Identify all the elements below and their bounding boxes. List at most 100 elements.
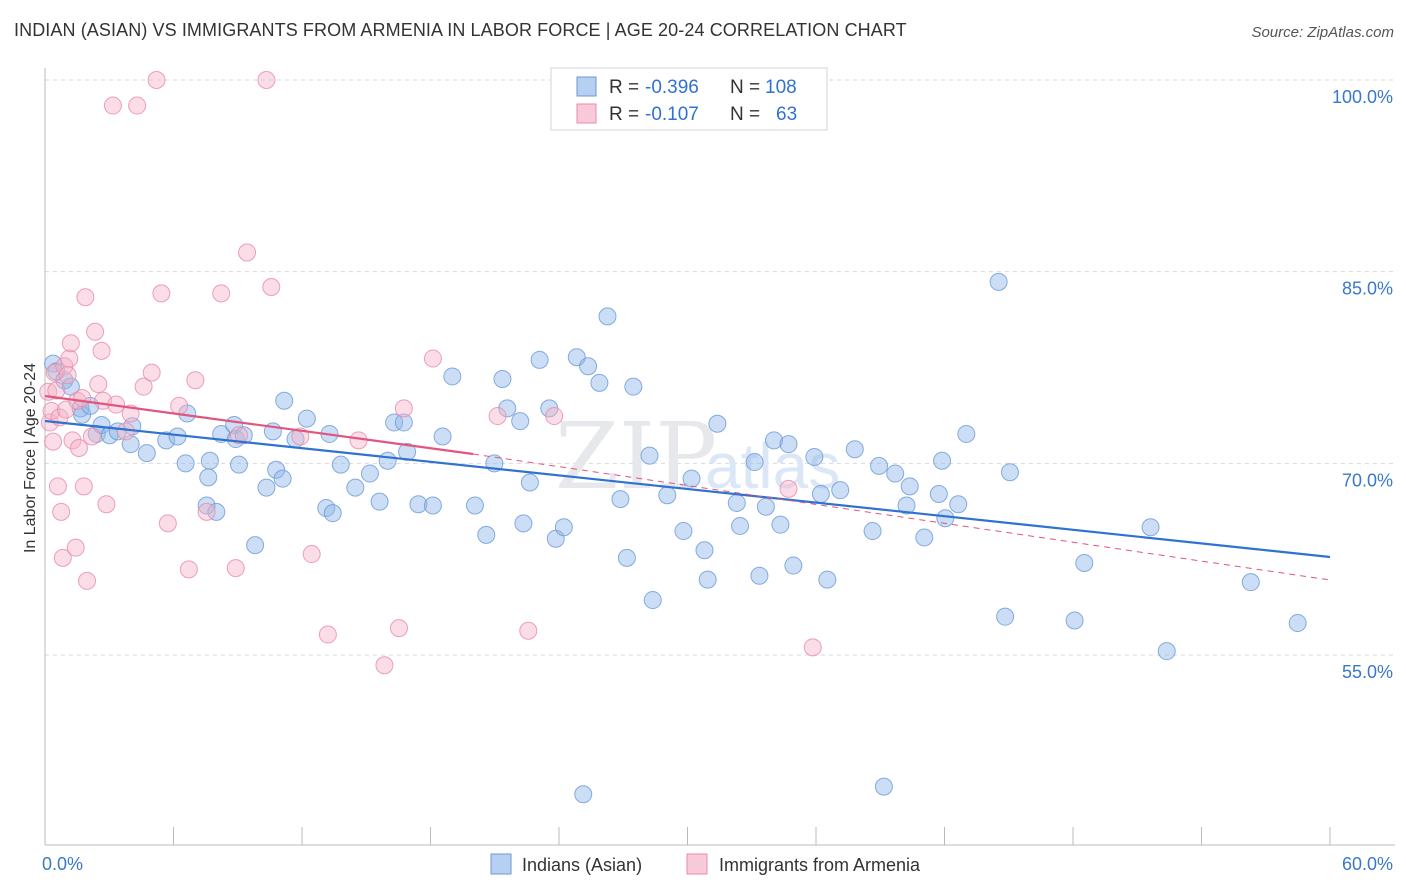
point-armenia bbox=[52, 502, 71, 521]
point-indians bbox=[863, 522, 882, 541]
point-indians bbox=[949, 495, 968, 514]
point-armenia bbox=[262, 278, 281, 296]
point-armenia bbox=[179, 560, 198, 579]
point-indians bbox=[246, 536, 265, 555]
legend-swatch-armenia bbox=[686, 853, 708, 875]
point-armenia bbox=[423, 349, 442, 368]
y-tick-label: 55.0% bbox=[1342, 662, 1393, 682]
point-armenia bbox=[147, 71, 166, 89]
stats-legend-swatch-armenia bbox=[576, 103, 597, 124]
point-armenia bbox=[44, 432, 63, 451]
x-tick-label: 0.0% bbox=[42, 854, 83, 874]
stats-legend-n-label: N = bbox=[730, 104, 760, 125]
point-armenia bbox=[82, 427, 101, 446]
stats-legend: R = -0.396 N = 108 R = -0.107 N = 63 bbox=[550, 67, 828, 131]
point-indians bbox=[771, 515, 790, 534]
point-armenia bbox=[226, 559, 245, 578]
point-indians bbox=[511, 412, 530, 431]
point-indians bbox=[929, 485, 948, 503]
point-indians bbox=[157, 431, 176, 450]
point-armenia bbox=[519, 621, 538, 640]
point-indians bbox=[137, 444, 156, 463]
trend-line-armenia bbox=[44, 394, 474, 456]
point-armenia bbox=[170, 396, 189, 415]
point-indians bbox=[1288, 614, 1307, 633]
x-tick-label: 60.0% bbox=[1342, 854, 1393, 874]
watermark-zip: ZIP bbox=[555, 403, 717, 510]
point-indians bbox=[915, 528, 934, 547]
y-tick-labels: 100.0% 85.0% 70.0% 55.0% bbox=[1332, 87, 1393, 682]
point-indians bbox=[385, 413, 404, 432]
legend-label-indians: Indians (Asian) bbox=[522, 855, 642, 875]
point-indians bbox=[273, 469, 292, 488]
point-armenia bbox=[375, 656, 394, 675]
point-armenia bbox=[134, 377, 153, 396]
source-label: Source: ZipAtlas.com bbox=[1251, 24, 1394, 41]
point-indians bbox=[874, 777, 893, 796]
point-indians bbox=[229, 455, 248, 474]
point-indians bbox=[423, 496, 442, 515]
legend-swatch-indians bbox=[490, 853, 512, 875]
point-indians bbox=[465, 496, 484, 515]
point-indians bbox=[708, 414, 727, 433]
series-immigrants-from-armenia bbox=[39, 71, 822, 675]
point-indians bbox=[443, 367, 462, 386]
series-indians-asian bbox=[44, 272, 1307, 804]
chart-title: INDIAN (ASIAN) VS IMMIGRANTS FROM ARMENI… bbox=[14, 20, 907, 40]
point-indians bbox=[530, 350, 549, 369]
point-armenia bbox=[257, 71, 276, 89]
stats-legend-box bbox=[550, 67, 828, 131]
point-indians bbox=[554, 518, 573, 537]
point-armenia bbox=[389, 619, 408, 638]
axes bbox=[44, 68, 1395, 846]
point-armenia bbox=[86, 322, 105, 341]
stats-legend-swatch-indians bbox=[576, 76, 597, 97]
point-armenia bbox=[53, 548, 72, 567]
point-indians bbox=[1241, 573, 1260, 592]
point-indians bbox=[805, 447, 824, 466]
point-indians bbox=[845, 440, 864, 459]
watermark: ZIP atlas bbox=[555, 403, 840, 510]
point-indians bbox=[394, 413, 413, 432]
point-armenia bbox=[66, 538, 85, 557]
point-indians bbox=[598, 307, 617, 326]
point-indians bbox=[267, 460, 286, 479]
point-indians bbox=[1065, 611, 1084, 630]
point-indians bbox=[682, 469, 701, 488]
point-indians bbox=[207, 502, 226, 521]
point-armenia bbox=[238, 243, 257, 262]
point-indians bbox=[996, 607, 1015, 626]
point-indians bbox=[784, 556, 803, 575]
point-indians bbox=[764, 431, 783, 450]
point-indians bbox=[745, 453, 764, 472]
series-legend: Indians (Asian) Immigrants from Armenia bbox=[490, 853, 921, 875]
point-indians bbox=[197, 496, 216, 515]
stats-legend-r-value: -0.107 bbox=[645, 104, 699, 125]
point-indians bbox=[727, 493, 746, 512]
point-indians bbox=[1075, 554, 1094, 572]
point-indians bbox=[323, 504, 342, 523]
point-indians bbox=[520, 473, 539, 492]
point-indians bbox=[640, 446, 659, 465]
point-indians bbox=[811, 485, 830, 503]
trend-line-indians bbox=[44, 419, 1331, 559]
point-armenia bbox=[318, 625, 337, 644]
point-indians bbox=[870, 456, 889, 475]
point-armenia bbox=[116, 422, 135, 441]
point-armenia bbox=[69, 439, 88, 457]
point-armenia bbox=[74, 477, 93, 496]
point-indians bbox=[831, 481, 850, 500]
point-indians bbox=[1000, 463, 1019, 482]
point-indians bbox=[933, 451, 952, 470]
point-indians bbox=[200, 451, 219, 470]
point-indians bbox=[360, 464, 379, 483]
point-armenia bbox=[302, 545, 321, 564]
point-indians bbox=[611, 490, 630, 509]
point-indians bbox=[257, 478, 276, 497]
point-indians bbox=[989, 272, 1008, 291]
point-indians bbox=[493, 370, 512, 388]
point-armenia bbox=[78, 571, 97, 590]
point-indians bbox=[731, 516, 750, 535]
y-tick-label: 100.0% bbox=[1332, 87, 1393, 107]
point-armenia bbox=[61, 334, 80, 353]
